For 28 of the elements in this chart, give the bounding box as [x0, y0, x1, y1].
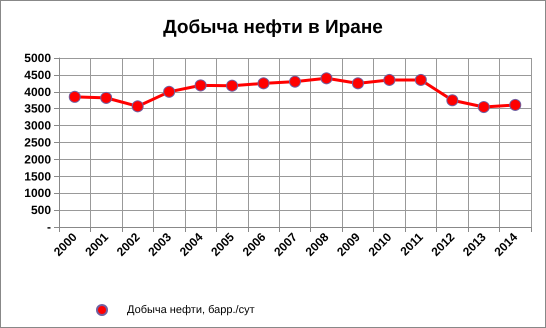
point	[320, 72, 332, 84]
point	[163, 86, 176, 98]
point	[68, 90, 81, 103]
y-tick-label: 1000	[24, 186, 52, 200]
y-tick-label: 2000	[24, 152, 52, 166]
legend-label: Добыча нефти, барр./сут	[127, 304, 255, 316]
y-tick-label: 3000	[24, 118, 52, 133]
point	[478, 101, 490, 114]
y-tick-label: 1500	[24, 169, 52, 184]
y-tick-label: 500	[30, 203, 52, 218]
y-tick-label: 5000	[24, 51, 52, 65]
chart-title: Добыча нефти в Иране	[163, 17, 383, 38]
point	[352, 77, 364, 90]
point	[226, 80, 238, 92]
point	[509, 98, 522, 111]
y-tick-label: 4000	[24, 84, 52, 99]
point	[258, 77, 270, 90]
point	[289, 76, 301, 88]
y-tick-label: 3500	[24, 102, 52, 116]
point	[100, 92, 112, 104]
y-tick-label: 2500	[24, 136, 52, 150]
point	[414, 74, 427, 86]
y-tick-label: -	[47, 220, 51, 234]
point	[383, 74, 396, 86]
y-tick-label: 4500	[24, 68, 52, 82]
point	[446, 94, 458, 106]
point	[194, 79, 207, 92]
point	[132, 100, 144, 112]
